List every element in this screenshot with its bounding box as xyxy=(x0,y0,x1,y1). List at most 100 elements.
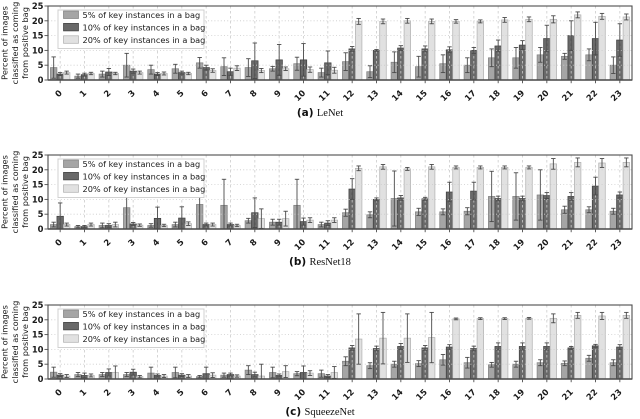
x-tick-label: 2 xyxy=(102,88,113,99)
legend: 5% of key instances in a bag 10% of key i… xyxy=(57,9,206,49)
x-tick-label: 3 xyxy=(126,88,137,99)
panel-squeezenet: 0 5 10 15 20 25 0 1 2 3 4 5 6 7 8 9 10 11 12 13 14 15 16 17 18 19… xyxy=(0,299,640,418)
bar xyxy=(476,167,484,230)
x-tick-label: 12 xyxy=(341,237,356,252)
bar xyxy=(476,318,484,380)
bar xyxy=(428,166,436,230)
x-tick-label: 18 xyxy=(487,88,502,103)
bar xyxy=(549,163,557,230)
x-tick-label: 9 xyxy=(272,387,283,398)
x-tick-label: 2 xyxy=(102,237,113,248)
y-tick-label: 0 xyxy=(38,374,44,384)
y-tick-label: 5 xyxy=(38,209,44,219)
y-axis-label-line: Percent of images xyxy=(0,305,10,379)
bar xyxy=(574,315,582,380)
x-tick-label: 21 xyxy=(560,237,575,252)
legend-label: 20% of key instances in a bag xyxy=(83,35,206,45)
x-tick-label: 22 xyxy=(584,237,599,252)
bar xyxy=(501,167,509,230)
bar xyxy=(525,18,533,81)
y-tick-label: 0 xyxy=(38,224,44,234)
y-tick-label: 10 xyxy=(32,194,44,204)
x-tick-label: 11 xyxy=(316,387,331,402)
bar xyxy=(518,198,527,230)
bar xyxy=(574,162,582,230)
bar xyxy=(452,167,460,230)
bar xyxy=(598,16,606,81)
error-bars xyxy=(51,311,629,379)
y-axis-label-line: classified as coming xyxy=(10,2,20,85)
y-tick-label: 20 xyxy=(32,315,44,325)
x-tick-label: 8 xyxy=(248,237,259,248)
x-tick-label: 0 xyxy=(53,88,64,99)
bar xyxy=(452,318,460,380)
x-tick-label: 1 xyxy=(77,387,88,398)
bar xyxy=(372,50,381,81)
x-tick-label: 6 xyxy=(199,387,210,398)
x-tick-label: 13 xyxy=(365,237,380,252)
legend-label: 20% of key instances in a bag xyxy=(83,334,206,344)
legend-box xyxy=(57,158,205,198)
x-tick-label: 6 xyxy=(199,88,210,99)
legend-label: 10% of key instances in a bag xyxy=(83,171,206,181)
legend-label: 10% of key instances in a bag xyxy=(83,22,206,32)
y-tick-label: 15 xyxy=(32,180,44,190)
x-tick-label: 3 xyxy=(126,387,137,398)
caption-name: SqueezeNet xyxy=(304,407,355,418)
x-tick-label: 22 xyxy=(584,88,599,103)
y-tick-label: 20 xyxy=(32,165,44,175)
y-axis-label-line: classified as coming xyxy=(10,151,20,234)
bar xyxy=(561,55,569,81)
y-axis-label: Percent of images classified as coming fro… xyxy=(0,301,30,384)
bar xyxy=(598,162,606,230)
x-tick-label: 10 xyxy=(292,387,307,402)
y-axis-label-line: classified as coming xyxy=(10,301,20,384)
y-axis-label: Percent of images classified as coming fro… xyxy=(0,151,30,234)
y-tick-label: 25 xyxy=(32,150,44,160)
caption-tag: (c) xyxy=(285,406,302,418)
x-tick-label: 15 xyxy=(414,237,429,252)
legend-label: 10% of key instances in a bag xyxy=(83,321,206,331)
y-axis-label-line: from positive bag xyxy=(20,7,30,79)
bar xyxy=(622,315,630,380)
x-tick-label: 5 xyxy=(175,387,186,398)
y-tick-label: 15 xyxy=(32,31,44,41)
legend-label: 20% of key instances in a bag xyxy=(83,184,206,194)
bar xyxy=(598,315,606,380)
y-axis-label: Percent of images classified as coming fro… xyxy=(0,2,30,85)
x-tick-label: 15 xyxy=(414,387,429,402)
bar xyxy=(567,347,575,380)
bar xyxy=(501,19,509,81)
legend-label: 5% of key instances in a bag xyxy=(83,309,201,319)
bar xyxy=(379,166,387,230)
bar xyxy=(355,167,363,230)
x-tick-label: 4 xyxy=(150,88,161,99)
x-tick-label: 19 xyxy=(511,387,526,402)
y-axis-label-line: from positive bag xyxy=(20,156,30,228)
caption-name: LeNet xyxy=(316,108,344,119)
x-tick-label: 5 xyxy=(175,237,186,248)
x-tick-label: 17 xyxy=(462,88,477,103)
legend-swatch xyxy=(63,334,79,343)
y-tick-label: 5 xyxy=(38,359,44,369)
x-tick-label: 23 xyxy=(608,237,623,252)
legend-swatch xyxy=(63,184,79,193)
x-tick-label: 1 xyxy=(77,88,88,99)
x-tick-label: 21 xyxy=(560,88,575,103)
y-tick-label: 25 xyxy=(32,300,44,310)
x-tick-label: 7 xyxy=(223,387,234,398)
x-tick-label: 15 xyxy=(414,88,429,103)
bar xyxy=(379,21,387,81)
x-tick-label: 4 xyxy=(150,237,161,248)
legend-swatch xyxy=(63,35,79,44)
x-tick-label: 12 xyxy=(341,88,356,103)
bar xyxy=(622,162,630,230)
legend-box xyxy=(57,9,205,49)
bar xyxy=(372,199,381,230)
x-tick-label: 12 xyxy=(341,387,356,402)
x-tick-label: 19 xyxy=(511,88,526,103)
y-tick-label: 0 xyxy=(38,75,44,85)
y-axis-label-line: Percent of images xyxy=(0,155,10,229)
